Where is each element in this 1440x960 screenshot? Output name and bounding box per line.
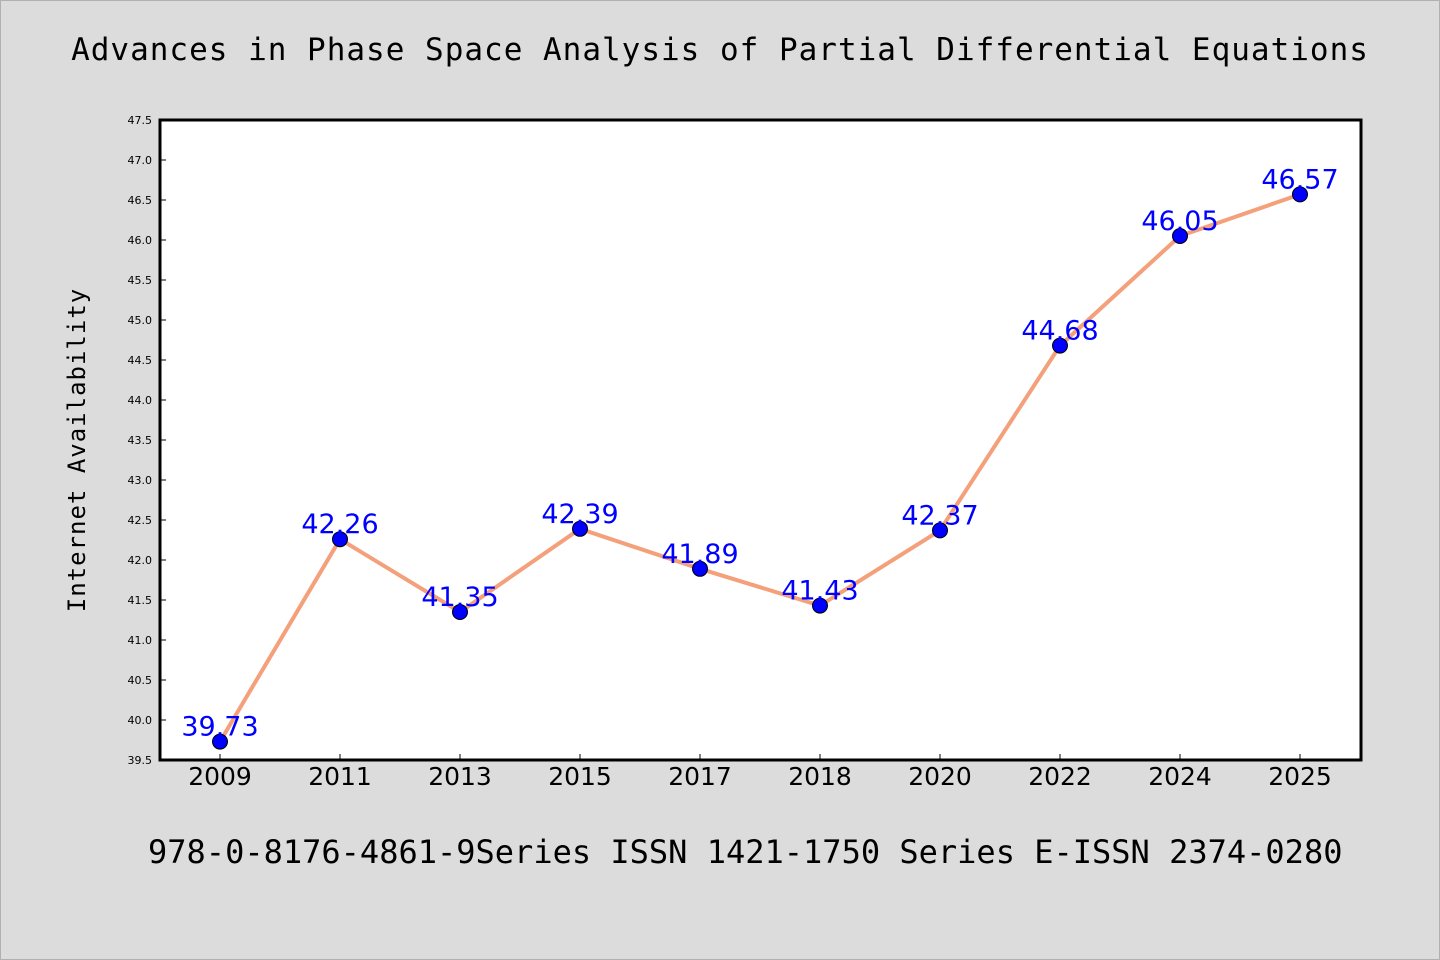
- x-tick-label: 2015: [548, 762, 612, 791]
- x-tick-label: 2020: [908, 762, 972, 791]
- data-point: [572, 520, 588, 537]
- data-label: 46.57: [1261, 164, 1338, 195]
- y-tick-label: 41.5: [128, 594, 153, 607]
- data-label: 44.68: [1021, 316, 1098, 347]
- series-layer: 39.73 42.26 41.35 42.39 41.89 41.43 42.37 44.68…: [181, 164, 1339, 750]
- y-tick-label: 41.0: [128, 634, 153, 647]
- y-tick-label: 46.5: [128, 194, 153, 207]
- data-label: 42.37: [901, 500, 978, 531]
- x-tick-label: 2018: [788, 762, 852, 791]
- y-tick-label: 47.0: [128, 154, 153, 167]
- y-tick-label: 42.5: [128, 514, 153, 527]
- data-label: 46.05: [1141, 206, 1218, 237]
- data-label: 42.26: [301, 509, 378, 540]
- data-label: 39.73: [181, 712, 258, 743]
- data-label: 42.39: [541, 499, 618, 530]
- data-point: [1292, 186, 1308, 203]
- x-tick-label: 2017: [668, 762, 732, 791]
- y-tick-label: 42.0: [128, 554, 153, 567]
- y-tick-label: 44.0: [128, 394, 153, 407]
- x-tick-label: 2013: [428, 762, 492, 791]
- chart-title: Advances in Phase Space Analysis of Part…: [71, 32, 1369, 68]
- x-tick-label: 2009: [188, 762, 252, 791]
- data-point: [1052, 337, 1068, 354]
- x-tick-label: 2011: [308, 762, 372, 791]
- y-tick-label: 43.5: [128, 434, 153, 447]
- x-axis: 2009 2011 2013 2015 2017 2018 2020 2022 2024 2025: [188, 754, 1332, 791]
- x-tick-label: 2022: [1028, 762, 1092, 791]
- data-point: [452, 604, 468, 620]
- data-label: 41.35: [421, 582, 498, 613]
- plot-area: [158, 118, 1363, 762]
- y-tick-label: 45.0: [128, 314, 153, 327]
- data-point: [1172, 228, 1188, 244]
- y-tick-label: 40.0: [128, 714, 153, 727]
- x-tick-label: 2024: [1148, 762, 1212, 791]
- data-label: 41.89: [661, 539, 738, 570]
- series-line: [218, 192, 1301, 743]
- x-tick-label: 2025: [1268, 762, 1332, 791]
- y-axis: 39.5 40.0 40.5 41.0 41.5 42.0 42.5 43.0 43.5 44.0…: [128, 114, 166, 767]
- y-tick-label: 44.5: [128, 354, 153, 367]
- data-point: [212, 733, 228, 750]
- data-label: 41.43: [781, 576, 858, 607]
- y-axis-label: Internet Availability: [63, 288, 91, 612]
- y-tick-label: 45.5: [128, 274, 153, 287]
- data-point: [332, 531, 348, 548]
- data-point: [692, 560, 708, 577]
- y-tick-label: 47.5: [128, 114, 153, 127]
- y-tick-label: 40.5: [128, 674, 153, 687]
- data-point: [812, 597, 828, 614]
- y-tick-label: 46.0: [128, 234, 153, 247]
- y-tick-label: 43.0: [128, 474, 153, 487]
- data-point: [932, 522, 948, 539]
- footer-text: 978-0-8176-4861-9Series ISSN 1421-1750 S…: [148, 833, 1343, 871]
- y-tick-label: 39.5: [128, 754, 153, 767]
